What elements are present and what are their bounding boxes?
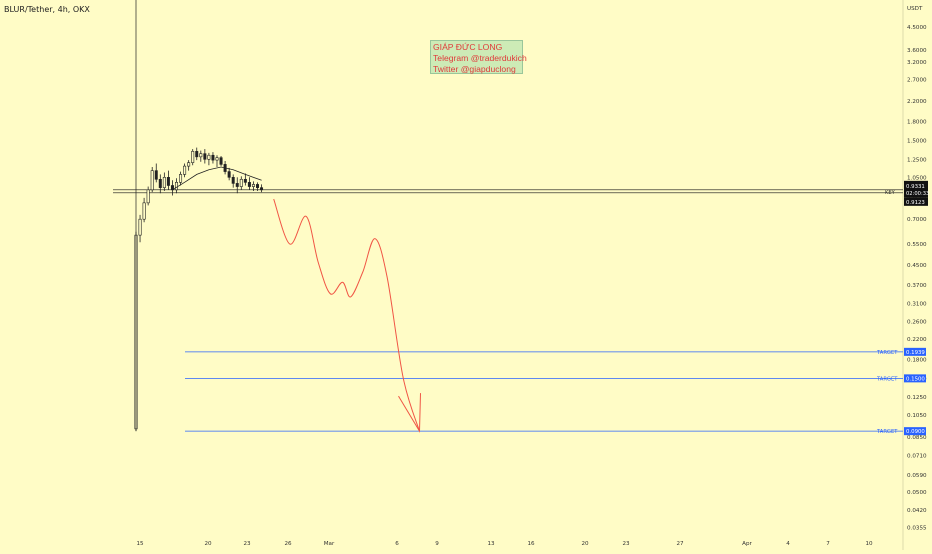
candle-body xyxy=(239,178,243,187)
candle-body xyxy=(243,178,247,183)
axis-unit-label: USDT xyxy=(907,6,923,12)
candle-body xyxy=(166,177,170,186)
candle-body xyxy=(191,151,195,163)
y-tick-label: 2.2000 xyxy=(907,99,927,105)
y-tick-label: 0.1050 xyxy=(907,413,927,419)
candle-body xyxy=(179,174,183,183)
x-tick-label: 23 xyxy=(622,541,630,547)
x-tick-label: 15 xyxy=(136,541,144,547)
y-tick-label: 0.0500 xyxy=(907,490,927,496)
candle-body xyxy=(162,177,166,188)
candle-body xyxy=(150,170,154,191)
x-tick-label: 4 xyxy=(786,541,790,547)
candle-body xyxy=(251,184,255,187)
candle-body xyxy=(203,153,207,160)
symbol-title: BLUR/Tether, 4h, OKX xyxy=(4,5,90,14)
candle-body xyxy=(207,154,211,160)
candle-body xyxy=(158,178,162,188)
target-level-label: TARGET xyxy=(876,376,898,382)
candle-body xyxy=(195,151,199,158)
candle-body xyxy=(183,165,187,175)
projection-arrowhead xyxy=(398,393,421,433)
y-tick-label: 4.5000 xyxy=(907,25,927,31)
y-tick-label: 0.5500 xyxy=(907,242,927,248)
x-tick-label: 27 xyxy=(676,541,684,547)
target-price-label: 0.0900 xyxy=(906,429,925,435)
annotation-line-twitter: Twitter @giapduclong xyxy=(433,64,516,74)
target-price-badge xyxy=(904,427,926,436)
x-tick-label: 23 xyxy=(243,541,251,547)
annotation-line-name: GIÁP ĐỨC LONG xyxy=(433,42,503,52)
candle-body xyxy=(255,184,259,188)
x-tick-label: 9 xyxy=(435,541,439,547)
target-level-label: TARGET xyxy=(876,429,898,435)
y-tick-label: 0.2600 xyxy=(907,320,927,326)
y-tick-label: 3.2000 xyxy=(907,60,927,66)
target-price-label: 0.1939 xyxy=(906,350,925,356)
y-tick-label: 2.7000 xyxy=(907,78,927,84)
x-tick-label: 10 xyxy=(865,541,873,547)
key-level-label: KEY xyxy=(885,190,896,196)
y-tick-label: 0.1250 xyxy=(907,395,927,401)
y-tick-label: 1.8000 xyxy=(907,120,927,126)
y-tick-label: 1.0500 xyxy=(907,175,927,181)
candle-body xyxy=(219,157,223,165)
x-tick-label: 26 xyxy=(284,541,292,547)
last-price-badge xyxy=(904,180,928,198)
x-tick-label: Mar xyxy=(324,541,335,547)
y-tick-label: 3.6000 xyxy=(907,48,927,54)
y-tick-label: 0.1800 xyxy=(907,358,927,364)
candle-body xyxy=(187,162,191,167)
y-tick-label: 0.7000 xyxy=(907,217,927,223)
y-tick-label: 1.2500 xyxy=(907,157,927,163)
target-price-label: 0.1500 xyxy=(906,376,925,382)
target-price-badge xyxy=(904,374,926,383)
author-annotation: GIÁP ĐỨC LONG Telegram @traderdukich Twi… xyxy=(430,40,527,74)
x-tick-label: 7 xyxy=(826,541,830,547)
y-tick-label: 0.0590 xyxy=(907,473,927,479)
target-level-label: TARGET xyxy=(876,350,898,356)
y-tick-label: 0.0710 xyxy=(907,454,927,460)
candle-body xyxy=(138,218,142,236)
annotation-line-telegram: Telegram @traderdukich xyxy=(433,53,527,63)
candle-body xyxy=(175,182,179,191)
candle-body xyxy=(260,187,264,191)
x-tick-label: 6 xyxy=(395,541,399,547)
key-price-badge xyxy=(904,197,928,206)
y-tick-label: 1.5000 xyxy=(907,138,927,144)
x-tick-label: 20 xyxy=(204,541,212,547)
y-tick-label: 0.2200 xyxy=(907,337,927,343)
moving-average-line xyxy=(172,166,262,191)
last-price-label: 0.9331 xyxy=(906,184,925,190)
key-price-label: 0.9123 xyxy=(906,200,925,206)
projection-path xyxy=(273,198,420,432)
candle-body xyxy=(211,154,215,161)
candle-body xyxy=(235,183,239,187)
candle-body xyxy=(215,157,219,161)
candle-body xyxy=(154,170,158,180)
candle-body xyxy=(146,189,150,204)
countdown-label: 02:00:33 xyxy=(906,191,929,197)
y-tick-label: 0.0355 xyxy=(907,525,927,531)
x-tick-label: 20 xyxy=(581,541,589,547)
y-tick-label: 0.4500 xyxy=(907,263,927,269)
y-tick-label: 0.0850 xyxy=(907,435,927,441)
y-tick-label: 0.3100 xyxy=(907,301,927,307)
x-tick-label: 16 xyxy=(527,541,535,547)
candle-body xyxy=(142,202,146,220)
x-tick-label: Apr xyxy=(742,541,752,547)
candle-body xyxy=(231,177,235,184)
candle-body xyxy=(199,153,203,158)
x-tick-label: 13 xyxy=(487,541,495,547)
target-price-badge xyxy=(904,347,926,356)
y-tick-label: 0.0420 xyxy=(907,508,927,514)
candle-body xyxy=(247,182,251,187)
y-tick-label: 0.3700 xyxy=(907,283,927,289)
candle-body xyxy=(227,171,231,178)
